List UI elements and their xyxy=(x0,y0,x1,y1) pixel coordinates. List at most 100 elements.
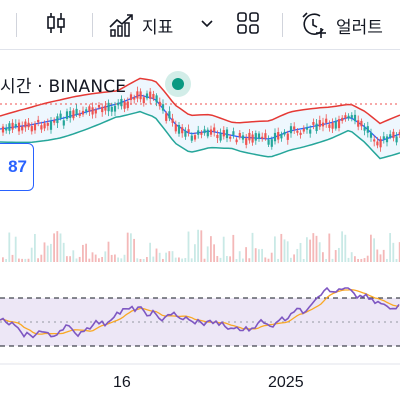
volume-bar xyxy=(341,231,343,262)
volume-bar xyxy=(389,233,391,262)
candle-body xyxy=(65,111,69,119)
volume-bar xyxy=(398,242,400,262)
indicators-dropdown[interactable] xyxy=(199,0,215,50)
volume-bar xyxy=(110,254,113,262)
candle-body xyxy=(43,123,46,129)
candle-body xyxy=(33,123,37,131)
chart-svg xyxy=(0,71,400,365)
volume-bar xyxy=(270,252,273,262)
candle-body xyxy=(49,121,53,130)
candle-body xyxy=(392,131,395,139)
volume-bar xyxy=(251,232,254,262)
volume-bar xyxy=(344,234,347,262)
volume-bar xyxy=(334,250,337,262)
candle-body xyxy=(373,139,376,142)
volume-bar xyxy=(21,258,23,262)
candle-body xyxy=(139,91,142,100)
volume-bar xyxy=(206,246,209,262)
volume-bar xyxy=(40,254,43,262)
candle-body xyxy=(328,124,331,128)
volume-bar xyxy=(296,248,299,262)
volume-bar xyxy=(309,239,311,262)
volume-bar xyxy=(312,233,315,262)
candle-body xyxy=(203,129,206,134)
candle-body xyxy=(229,136,232,139)
volume-bar xyxy=(302,258,305,262)
volume-bar xyxy=(325,258,327,262)
toolbar-separator xyxy=(92,13,93,37)
volume-bar xyxy=(37,258,39,262)
candle-body xyxy=(267,139,270,145)
volume-bar xyxy=(152,256,155,262)
candle-body xyxy=(296,130,299,133)
candle-body xyxy=(72,110,75,119)
layout-button[interactable] xyxy=(236,0,260,50)
candle-body xyxy=(123,101,126,109)
candle-body xyxy=(241,135,245,140)
volume-bar xyxy=(50,243,52,262)
candle-body xyxy=(11,122,14,130)
volume-bar xyxy=(43,242,46,262)
marker-dot[interactable] xyxy=(172,78,184,90)
candle-body xyxy=(37,119,40,123)
volume-bar xyxy=(53,233,55,262)
volume-bar xyxy=(373,238,375,262)
volume-bar xyxy=(286,241,289,262)
candle-body xyxy=(149,91,152,99)
time-axis-label-16: 16 xyxy=(113,374,131,391)
candle-body xyxy=(261,136,264,139)
volume-bar xyxy=(142,258,145,262)
volume-bar xyxy=(136,258,139,262)
volume-bar xyxy=(213,244,215,262)
chart-canvas[interactable]: 시간 · BINANCE 87 16 2025 xyxy=(0,50,400,400)
candle-body xyxy=(347,115,350,119)
volume-bar xyxy=(34,233,36,262)
volume-bar xyxy=(386,258,388,262)
candle-body xyxy=(257,133,261,139)
candle-body xyxy=(145,93,149,99)
volume-bar xyxy=(197,229,199,262)
volume-bars xyxy=(2,229,400,262)
candle-body xyxy=(30,126,33,132)
volume-bar xyxy=(91,252,94,262)
candle-body xyxy=(21,126,24,131)
volume-bar xyxy=(322,252,324,262)
volume-bar xyxy=(264,257,267,262)
symbol-title[interactable]: 시간 · BINANCE xyxy=(0,77,127,97)
volume-bar xyxy=(245,247,247,262)
volume-bar xyxy=(222,236,225,262)
volume-bar xyxy=(299,242,302,262)
alerts-label: 얼러트 xyxy=(336,17,383,38)
volume-bar xyxy=(14,236,17,262)
candle-body xyxy=(245,138,248,145)
candle-body xyxy=(136,91,139,99)
alerts-button[interactable]: 얼러트 xyxy=(300,0,383,50)
volume-bar xyxy=(203,258,206,262)
volume-bar xyxy=(238,251,241,262)
volume-bar xyxy=(149,242,151,262)
candle-body xyxy=(376,141,379,146)
volume-bar xyxy=(114,254,116,262)
volume-bar xyxy=(69,256,71,262)
volume-bar xyxy=(357,258,359,262)
candle-body xyxy=(382,136,385,140)
volume-bar xyxy=(130,233,132,262)
candle-body xyxy=(193,135,197,140)
candle-body xyxy=(302,128,305,132)
toolbar-separator xyxy=(282,13,283,37)
chart-type-button[interactable] xyxy=(44,0,68,50)
volume-bar xyxy=(133,238,135,262)
volume-bar xyxy=(2,257,4,262)
indicators-button[interactable]: 지표 xyxy=(108,0,173,50)
candle-body xyxy=(299,132,302,135)
candle-body xyxy=(24,121,27,128)
volume-bar xyxy=(30,247,33,262)
candle-body xyxy=(190,135,193,141)
volume-bar xyxy=(219,257,222,262)
volume-bar xyxy=(187,231,190,262)
candle-body xyxy=(14,124,17,127)
volume-bar xyxy=(338,247,340,262)
candle-body xyxy=(209,129,213,135)
volume-bar xyxy=(72,250,75,262)
candle-body xyxy=(59,113,62,119)
